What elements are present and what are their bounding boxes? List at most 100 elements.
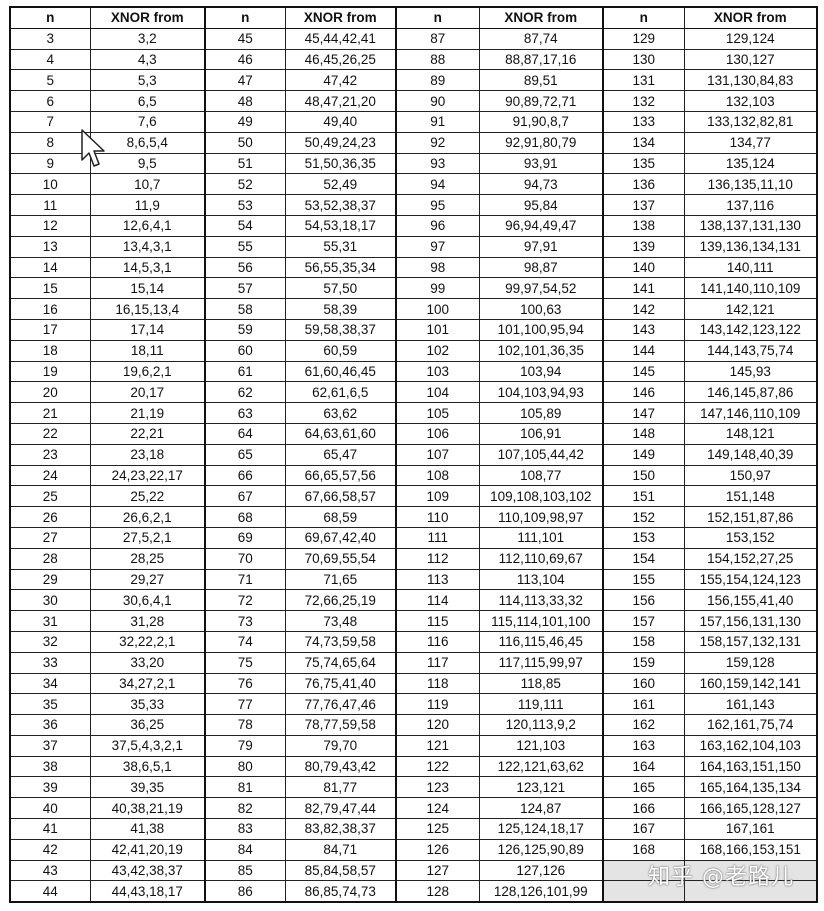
cell-n: 90 [395, 90, 480, 112]
cell-n: 35 [9, 693, 91, 716]
cell-xnor-taps: 91,90,8,7 [478, 110, 604, 133]
mouse-pointer-icon [81, 129, 105, 167]
cell-n: 142 [602, 298, 685, 320]
cell-n: 102 [395, 339, 480, 362]
cell-n: 100 [395, 298, 480, 320]
cell-xnor-taps: 36,25 [89, 714, 206, 736]
cell-n: 66 [204, 464, 286, 487]
header-n: n [204, 6, 286, 29]
table-row: 12 12,6,4,1 54 54,53,18,17 96 96,94,49,47 138 1… [9, 214, 818, 237]
cell-n: 101 [395, 318, 480, 341]
cell-xnor-taps: 73,48 [284, 610, 397, 632]
cell-xnor-taps: 102,101,36,35 [478, 339, 604, 362]
cell-xnor-taps: 74,73,59,58 [284, 630, 397, 653]
cell-xnor-taps: 142,121 [683, 298, 818, 320]
cell-xnor-taps: 58,39 [284, 298, 397, 320]
cell-xnor-taps: 15,14 [89, 277, 206, 300]
table-row: 13 13,4,3,1 55 55,31 97 97,91 139 139,136,134,1… [9, 235, 818, 258]
cell-xnor-taps: 86,85,74,73 [284, 880, 397, 903]
cell-n: 19 [9, 360, 91, 383]
table-row: 33 33,20 75 75,74,65,64 117 117,115,99,97 159 1… [9, 651, 818, 674]
cell-xnor-taps: 125,124,18,17 [478, 818, 604, 840]
cell-xnor-taps: 31,28 [89, 610, 206, 632]
cell-n: 129 [602, 27, 685, 50]
cell-n: 68 [204, 506, 286, 528]
cell-xnor-taps: 149,148,40,39 [683, 443, 818, 466]
cell-n: 78 [204, 714, 286, 736]
cell-xnor-taps: 98,87 [478, 256, 604, 279]
cell-xnor-taps: 38,6,5,1 [89, 755, 206, 778]
table-row: 30 30,6,4,1 72 72,66,25,19 114 114,113,33,32 1… [9, 589, 818, 612]
cell-xnor-taps: 42,41,20,19 [89, 838, 206, 861]
header-n: n [9, 6, 91, 29]
cell-empty [602, 859, 685, 882]
table-row: 28 28,25 70 70,69,55,54 112 112,110,69,67 154 1… [9, 547, 818, 570]
cell-xnor-taps: 122,121,63,62 [478, 755, 604, 778]
cell-xnor-taps: 59,58,38,37 [284, 318, 397, 341]
cell-n: 149 [602, 443, 685, 466]
cell-n: 127 [395, 859, 480, 882]
cell-n: 76 [204, 672, 286, 695]
table-row: 39 39,35 81 81,77 123 123,121 165 165,164,135,1… [9, 776, 818, 799]
cell-xnor-taps: 126,125,90,89 [478, 838, 604, 861]
cell-n: 9 [9, 152, 91, 175]
header-xnor-from: XNOR from [683, 6, 818, 29]
header-xnor-from: XNOR from [478, 6, 604, 29]
cell-xnor-taps: 68,59 [284, 506, 397, 528]
cell-n: 84 [204, 838, 286, 861]
cell-xnor-taps: 67,66,58,57 [284, 485, 397, 508]
cell-n: 122 [395, 755, 480, 778]
table-row: 21 21,19 63 63,62 105 105,89 147 147,146,110,10… [9, 402, 818, 424]
cell-n: 144 [602, 339, 685, 362]
cell-xnor-taps: 148,121 [683, 422, 818, 445]
cell-n: 58 [204, 298, 286, 320]
cell-n: 43 [9, 859, 91, 882]
cell-n: 83 [204, 818, 286, 840]
cell-xnor-taps: 3,2 [89, 27, 206, 50]
cell-n: 126 [395, 838, 480, 861]
cell-n: 125 [395, 818, 480, 840]
cell-n: 12 [9, 214, 91, 237]
cell-n: 85 [204, 859, 286, 882]
cell-n: 162 [602, 714, 685, 736]
cell-xnor-taps: 75,74,65,64 [284, 651, 397, 674]
table-row: 14 14,5,3,1 56 56,55,35,34 98 98,87 140 140,111 [9, 256, 818, 279]
cell-n: 95 [395, 194, 480, 216]
cell-xnor-taps: 88,87,17,16 [478, 48, 604, 71]
cell-n: 33 [9, 651, 91, 674]
cell-xnor-taps: 16,15,13,4 [89, 298, 206, 320]
cell-xnor-taps: 94,73 [478, 173, 604, 196]
cell-n: 147 [602, 402, 685, 424]
cell-xnor-taps: 101,100,95,94 [478, 318, 604, 341]
cell-xnor-taps: 124,87 [478, 797, 604, 820]
cell-n: 108 [395, 464, 480, 487]
cell-xnor-taps: 97,91 [478, 235, 604, 258]
cell-n: 4 [9, 48, 91, 71]
cell-n: 80 [204, 755, 286, 778]
cell-n: 114 [395, 589, 480, 612]
cell-xnor-taps: 138,137,131,130 [683, 214, 818, 237]
cell-n: 121 [395, 734, 480, 757]
cell-n: 93 [395, 152, 480, 175]
cell-n: 34 [9, 672, 91, 695]
cell-xnor-taps: 28,25 [89, 547, 206, 570]
cell-n: 111 [395, 526, 480, 549]
cell-xnor-taps: 161,143 [683, 693, 818, 716]
cell-xnor-taps: 160,159,142,141 [683, 672, 818, 695]
cell-xnor-taps: 115,114,101,100 [478, 610, 604, 632]
cell-n: 17 [9, 318, 91, 341]
cell-n: 152 [602, 506, 685, 528]
cell-xnor-taps: 109,108,103,102 [478, 485, 604, 508]
cell-xnor-taps: 152,151,87,86 [683, 506, 818, 528]
cell-n: 115 [395, 610, 480, 632]
cell-xnor-taps: 18,11 [89, 339, 206, 362]
cell-xnor-taps: 96,94,49,47 [478, 214, 604, 237]
cell-n: 107 [395, 443, 480, 466]
cell-n: 158 [602, 630, 685, 653]
cell-xnor-taps: 105,89 [478, 402, 604, 424]
cell-xnor-taps: 69,67,42,40 [284, 526, 397, 549]
table-row: 43 43,42,38,37 85 85,84,58,57 127 127,126 [9, 859, 818, 882]
cell-n: 148 [602, 422, 685, 445]
cell-xnor-taps: 111,101 [478, 526, 604, 549]
cell-n: 70 [204, 547, 286, 570]
